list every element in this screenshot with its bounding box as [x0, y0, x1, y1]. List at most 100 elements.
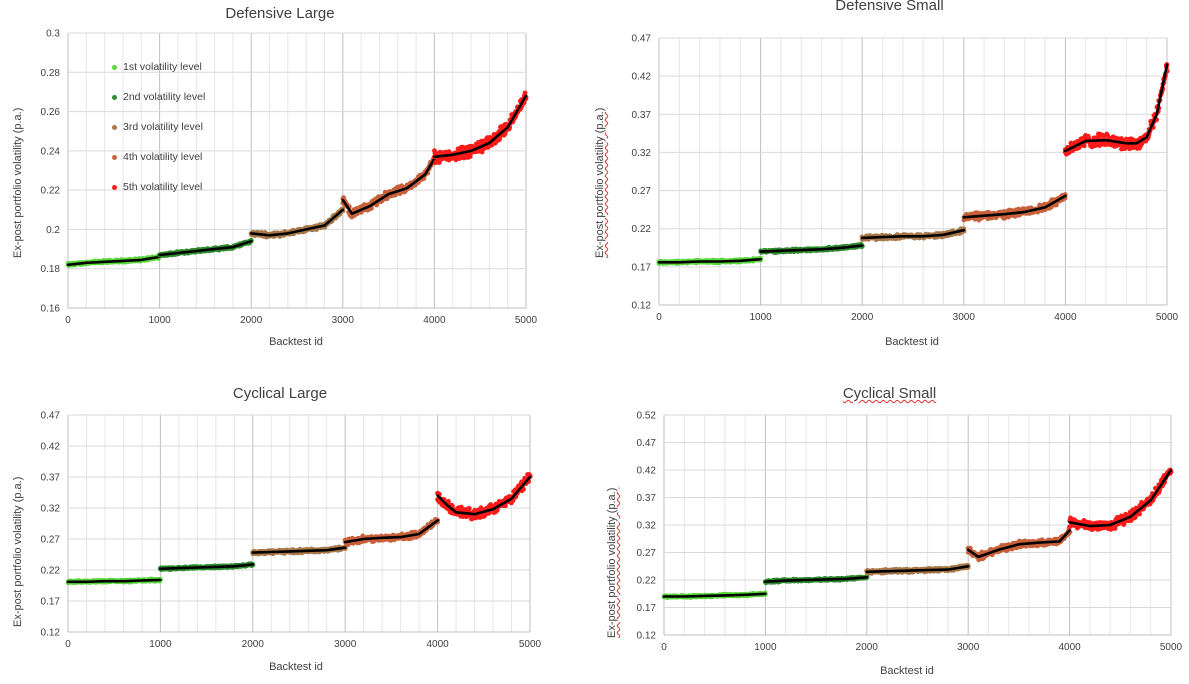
- trend-line-level-4: [341, 157, 436, 215]
- trend-line-level-3: [860, 228, 966, 240]
- y-tick-label: 0.37: [637, 493, 657, 504]
- x-tick-label: 4000: [1058, 642, 1081, 653]
- x-tick-label: 2000: [242, 639, 265, 650]
- legend-label: 3rd volatility level: [123, 121, 203, 133]
- y-tick-label: 0.32: [41, 504, 61, 515]
- chart-title: Defensive Large: [225, 5, 335, 22]
- x-tick-label: 4000: [423, 315, 446, 326]
- trend-line-level-4: [962, 194, 1067, 219]
- plot-area: 0.12 0.17 0.22 0.27 0.32 0.37 0.42 0.47 0.52 0 100…: [637, 411, 1183, 654]
- x-tick-label: 3000: [332, 315, 355, 326]
- y-tick-label: 0.32: [632, 148, 652, 159]
- x-tick-label: 4000: [1054, 312, 1077, 323]
- y-tick-label: 0.18: [41, 264, 61, 275]
- series-points-level-4: [342, 516, 441, 548]
- data-point: [460, 144, 466, 150]
- x-tick-label: 1000: [149, 639, 172, 650]
- x-axis-label: Backtest id: [885, 336, 939, 348]
- plot-area: 0.120.170.220.270.320.370.420.470 1000 200…: [632, 34, 1179, 324]
- y-tick-label: 0.16: [41, 304, 61, 315]
- y-tick-label: 0.22: [41, 566, 61, 577]
- trend-line-level-2: [158, 239, 253, 257]
- y-tick-label: 0.22: [632, 224, 652, 235]
- data-point: [459, 504, 464, 510]
- chart-title: Cyclical Large: [232, 385, 328, 402]
- y-tick-label: 0.22: [41, 186, 61, 197]
- legend-label: 5th volatility level: [123, 181, 203, 193]
- series-points-level-4: [961, 192, 1068, 223]
- y-tick-label: 0.12: [637, 631, 657, 642]
- x-tick-label: 5000: [519, 639, 542, 650]
- y-tick-label: 0.2: [46, 225, 60, 236]
- y-tick-label: 0.28: [41, 68, 61, 79]
- y-tick-label: 0.12: [41, 628, 61, 639]
- legend-marker: [112, 94, 117, 100]
- x-tick-label: 0: [656, 312, 662, 323]
- plot-area: 0.160.180.20.220.240.260.280.30 1000 2000 3…: [41, 29, 538, 327]
- trend-line-level-5: [1064, 63, 1169, 153]
- chart-defensive-small: Defensive Small Ex-post portfolio volati…: [590, 0, 1189, 350]
- legend-marker: [112, 184, 117, 190]
- legend: 1st volatility level 2nd volatility leve…: [112, 60, 205, 210]
- y-tick-label: 0.42: [632, 72, 652, 83]
- x-tick-label: 5000: [1160, 642, 1183, 653]
- data-point: [1081, 143, 1087, 149]
- y-tick-label: 0.27: [637, 548, 657, 559]
- trend-line-level-2: [159, 563, 255, 571]
- x-tick-label: 1000: [148, 315, 171, 326]
- legend-item: 5th volatility level: [112, 180, 205, 210]
- series-points-level-5: [435, 472, 533, 522]
- y-tick-label: 0.47: [632, 34, 652, 45]
- x-tick-label: 2000: [856, 642, 879, 653]
- y-tick-label: 0.26: [41, 107, 61, 118]
- x-tick-label: 4000: [426, 639, 449, 650]
- x-axis-label: Backtest id: [269, 661, 323, 673]
- series-points-level-5: [432, 90, 529, 165]
- y-tick-label: 0.17: [632, 262, 652, 273]
- data-point: [976, 557, 982, 563]
- y-tick-label: 0.24: [41, 146, 61, 157]
- x-tick-label: 0: [65, 315, 71, 326]
- trend-line-level-2: [759, 244, 864, 253]
- trend-line-level-1: [657, 257, 762, 264]
- trend-line-level-2: [764, 576, 869, 583]
- trend-line-level-5: [436, 475, 532, 516]
- x-tick-label: 1000: [749, 312, 772, 323]
- x-tick-label: 0: [661, 642, 667, 653]
- y-tick-label: 0.27: [41, 535, 61, 546]
- y-tick-label: 0.32: [637, 521, 657, 532]
- y-tick-label: 0.17: [41, 597, 61, 608]
- chart-cyclical-large: Cyclical Large Ex-post portfolio volatil…: [0, 380, 560, 684]
- legend-marker: [112, 154, 117, 160]
- x-tick-label: 3000: [957, 642, 980, 653]
- y-tick-label: 0.42: [41, 442, 61, 453]
- legend-item: 2nd volatility level: [112, 90, 205, 120]
- y-tick-label: 0.22: [637, 576, 657, 587]
- data-point: [502, 503, 508, 509]
- chart-title: Defensive Small: [835, 0, 944, 14]
- y-tick-label: 0.37: [41, 473, 61, 484]
- x-tick-label: 5000: [515, 315, 538, 326]
- data-point: [446, 498, 451, 504]
- trend-line-level-3: [251, 546, 347, 554]
- legend-marker: [112, 124, 117, 130]
- x-tick-label: 2000: [240, 315, 263, 326]
- chart-title: Cyclical Small: [590, 385, 1189, 402]
- x-tick-label: 3000: [953, 312, 976, 323]
- y-tick-label: 0.27: [632, 186, 652, 197]
- y-tick-label: 0.52: [637, 411, 657, 422]
- trend-line-level-3: [865, 565, 970, 574]
- x-tick-label: 1000: [754, 642, 777, 653]
- x-axis-label: Backtest id: [880, 665, 934, 677]
- y-tick-label: 0.47: [637, 438, 657, 449]
- data-point: [467, 154, 473, 159]
- y-tick-label: 0.42: [637, 466, 657, 477]
- data-point: [466, 506, 472, 511]
- x-axis-label: Backtest id: [269, 336, 323, 348]
- y-tick-label: 0.47: [41, 411, 61, 422]
- trend-line-level-4: [343, 519, 439, 544]
- legend-label: 2nd volatility level: [123, 91, 206, 103]
- x-tick-label: 5000: [1156, 312, 1179, 323]
- y-tick-label: 0.17: [637, 603, 657, 614]
- trend-line-level-5: [433, 94, 528, 159]
